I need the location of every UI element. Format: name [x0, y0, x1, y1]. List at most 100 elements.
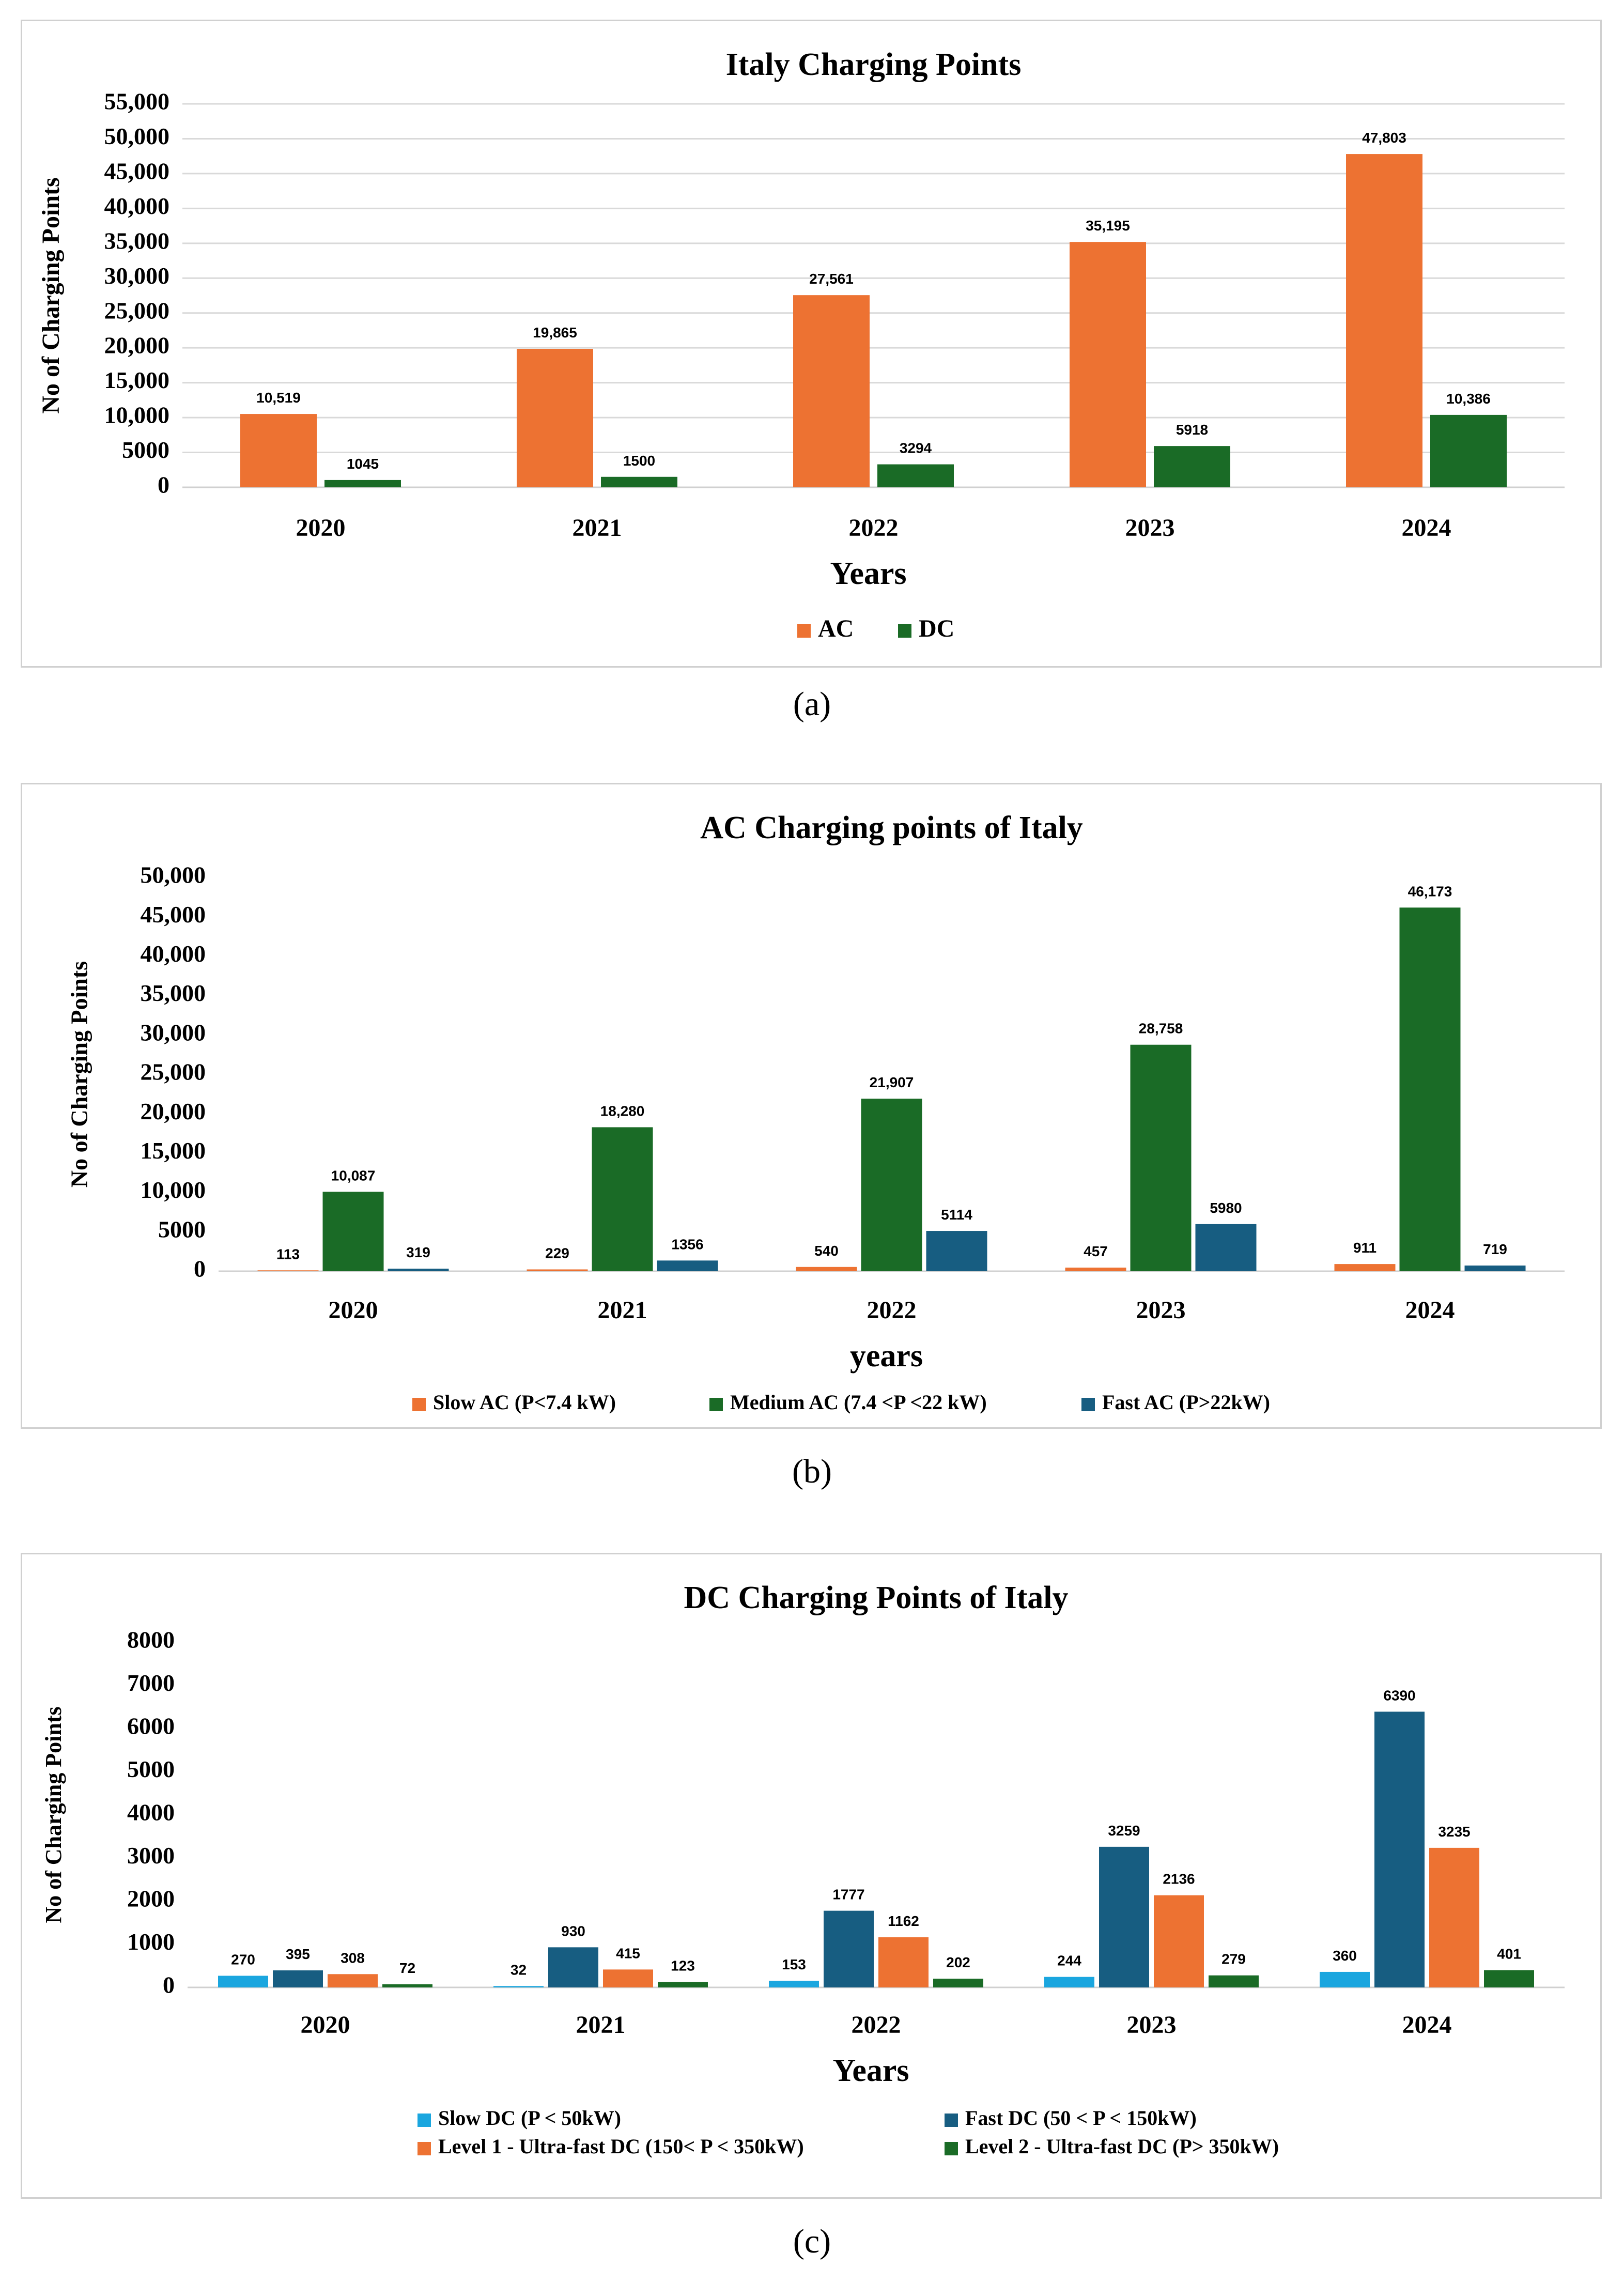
legend-swatch: [898, 624, 911, 638]
data-label: 415: [616, 1945, 640, 1961]
bar: [1484, 1970, 1534, 1987]
bar: [658, 1982, 708, 1987]
bar: [273, 1970, 323, 1987]
data-label: 244: [1057, 1953, 1081, 1969]
bar: [548, 1947, 598, 1987]
y-tick-label: 45,000: [141, 901, 206, 928]
chart-panel-a: Italy Charging Points 0 5000 10,000 15,000 20…: [21, 20, 1602, 668]
bar: [933, 1979, 983, 1987]
data-label: 1500: [623, 453, 655, 469]
x-axis-label: years: [850, 1338, 923, 1374]
y-tick-label: 25,000: [104, 297, 170, 323]
legend-label: Slow DC (P < 50kW): [438, 2106, 621, 2130]
legend-swatch: [945, 2114, 958, 2127]
y-tick-label: 30,000: [104, 263, 170, 289]
bar: [793, 295, 870, 487]
bar: [1154, 446, 1230, 487]
data-label: 72: [399, 1960, 415, 1976]
data-label: 279: [1221, 1951, 1246, 1967]
y-tick-label: 30,000: [141, 1019, 206, 1045]
legend-swatch: [945, 2142, 958, 2155]
bar: [878, 1937, 929, 1987]
data-label: 395: [286, 1946, 310, 1962]
data-label: 35,195: [1086, 218, 1130, 234]
data-label: 19,865: [533, 325, 577, 341]
bar: [769, 1981, 819, 1987]
chart-title: DC Charging Points of Italy: [684, 1580, 1068, 1615]
chart-title: AC Charging points of Italy: [700, 810, 1083, 845]
data-label: 27,561: [809, 271, 854, 287]
y-tick-label: 15,000: [104, 367, 170, 393]
bar: [861, 1099, 922, 1271]
y-axis-label: No of Charging Points: [37, 177, 65, 413]
data-label: 153: [782, 1956, 806, 1972]
bar: [877, 464, 954, 487]
legend-label: Medium AC (7.4 <P <22 kW): [730, 1391, 987, 1414]
data-label: 202: [946, 1954, 970, 1970]
data-label: 10,386: [1446, 391, 1491, 407]
y-tick-label: 6000: [127, 1713, 175, 1739]
data-label: 319: [406, 1244, 430, 1260]
data-label: 308: [341, 1950, 365, 1966]
y-tick-label: 45,000: [104, 158, 170, 184]
caption-b: (b): [792, 1453, 832, 1490]
y-tick-label: 5000: [127, 1756, 175, 1782]
data-label: 47,803: [1362, 130, 1406, 146]
bar: [592, 1127, 653, 1271]
bar: [493, 1986, 544, 1987]
x-tick-label: 2024: [1405, 1297, 1455, 1324]
x-tick-label: 2022: [849, 514, 899, 542]
y-tick-label: 5000: [122, 437, 169, 463]
y-tick-label: 0: [194, 1256, 206, 1282]
data-label: 10,087: [331, 1167, 376, 1183]
data-label: 1356: [671, 1236, 703, 1252]
legend-label: AC: [818, 615, 854, 642]
x-tick-label: 2020: [329, 1297, 378, 1324]
chart-title: Italy Charging Points: [726, 47, 1022, 82]
bar: [1346, 154, 1422, 487]
y-tick-label: 35,000: [104, 227, 170, 254]
bar: [1430, 414, 1507, 487]
caption-a: (a): [793, 685, 831, 723]
bar: [388, 1269, 449, 1271]
data-label: 719: [1483, 1241, 1507, 1257]
data-label: 360: [1333, 1948, 1357, 1964]
data-label: 457: [1084, 1243, 1108, 1259]
bar: [240, 414, 317, 487]
bar: [1130, 1044, 1192, 1271]
x-tick-label: 2023: [1136, 1297, 1186, 1324]
data-label: 28,758: [1139, 1021, 1183, 1037]
y-tick-label: 20,000: [104, 332, 170, 359]
x-tick-label: 2021: [598, 1297, 647, 1324]
y-tick-label: 55,000: [104, 88, 170, 115]
y-tick-label: 20,000: [141, 1098, 206, 1124]
y-axis-label: No of Charging Points: [41, 1706, 66, 1923]
bar: [257, 1270, 319, 1271]
x-tick-label: 2023: [1127, 2011, 1177, 2039]
data-label: 113: [276, 1246, 300, 1262]
y-tick-label: 7000: [127, 1670, 175, 1696]
y-tick-label: 2000: [127, 1886, 175, 1912]
bar: [1320, 1971, 1370, 1987]
data-label: 270: [231, 1951, 255, 1967]
bar: [1154, 1895, 1204, 1987]
bar: [517, 349, 593, 487]
bar: [1195, 1224, 1257, 1271]
data-label: 540: [814, 1243, 839, 1259]
y-tick-label: 5000: [158, 1216, 206, 1242]
legend-swatch: [412, 1398, 426, 1411]
bar: [218, 1976, 268, 1987]
legend-label: Fast AC (P>22kW): [1102, 1391, 1270, 1414]
y-tick-label: 4000: [127, 1799, 175, 1826]
bar: [1334, 1264, 1396, 1271]
data-label: 21,907: [870, 1074, 914, 1090]
data-label: 1045: [347, 456, 379, 472]
legend-swatch: [797, 624, 811, 638]
legend-swatch: [1081, 1398, 1095, 1411]
x-axis-label: Years: [832, 2053, 909, 2088]
data-label: 5980: [1210, 1200, 1242, 1216]
y-tick-label: 10,000: [141, 1177, 206, 1203]
y-tick-label: 15,000: [141, 1137, 206, 1164]
chart-c-svg: DC Charging Points of Italy 0 1000 2000 3000…: [41, 1580, 1565, 2158]
caption-c: (c): [793, 2223, 831, 2260]
